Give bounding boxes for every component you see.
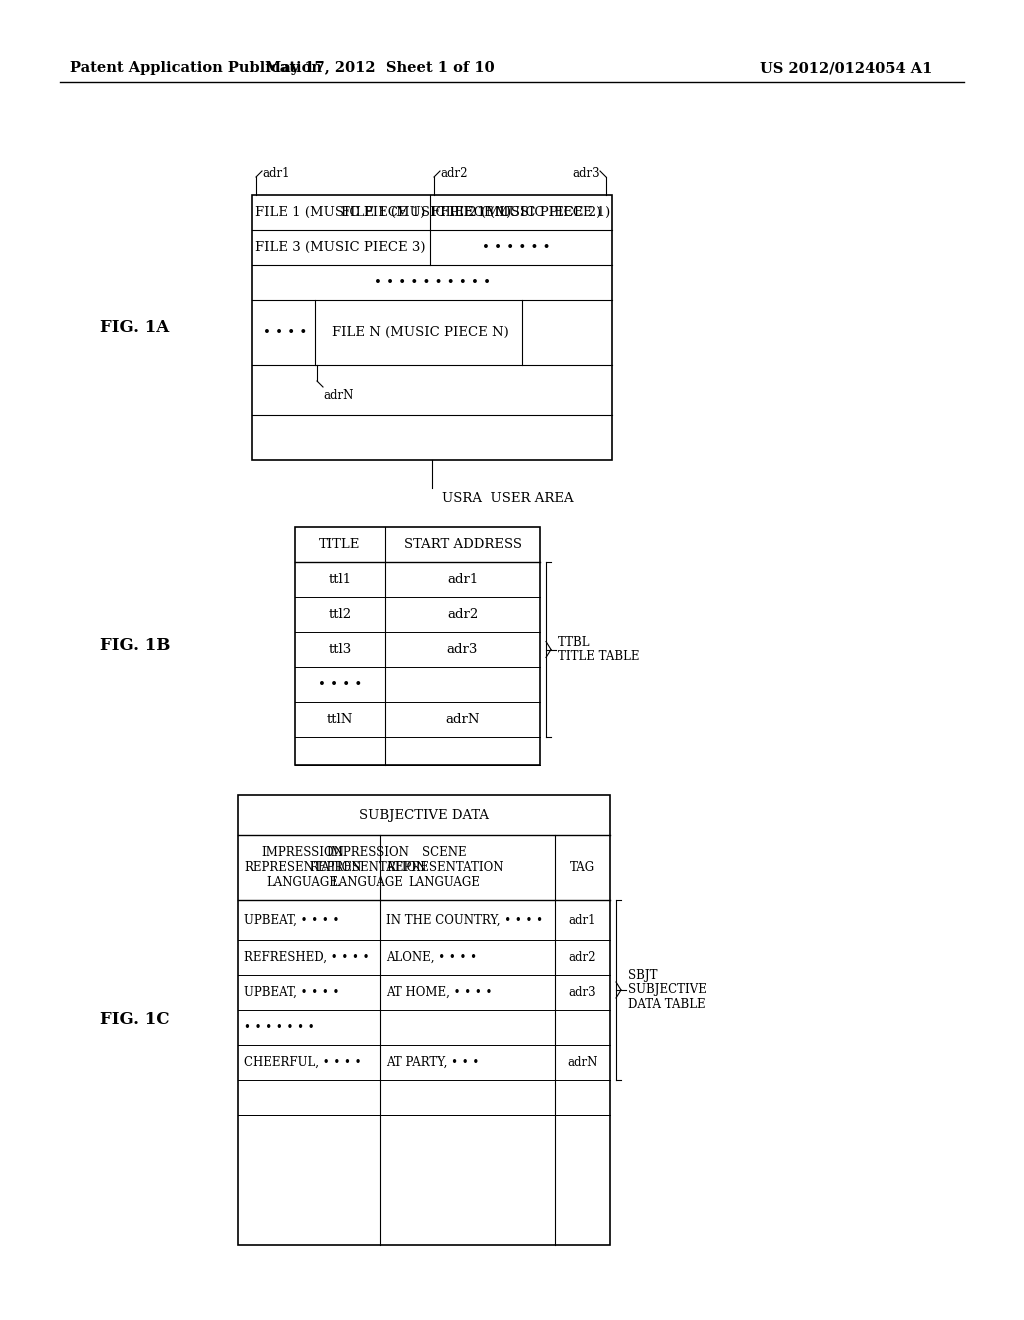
Text: adr3: adr3 bbox=[572, 168, 600, 180]
Text: SBJT
SUBJECTIVE
DATA TABLE: SBJT SUBJECTIVE DATA TABLE bbox=[628, 969, 707, 1011]
Text: adr1: adr1 bbox=[262, 168, 290, 180]
Text: adr3: adr3 bbox=[446, 643, 478, 656]
Text: • • • •: • • • • bbox=[263, 326, 307, 339]
Text: ttl1: ttl1 bbox=[329, 573, 351, 586]
Text: FIG. 1A: FIG. 1A bbox=[100, 319, 169, 337]
Text: TTBL
TITLE TABLE: TTBL TITLE TABLE bbox=[558, 635, 640, 664]
Text: IMPRESSION
REPRESENTATION
LANGUAGE: IMPRESSION REPRESENTATION LANGUAGE bbox=[309, 846, 427, 888]
Text: CHEERFUL, • • • •: CHEERFUL, • • • • bbox=[244, 1056, 361, 1069]
Text: FIG. 1C: FIG. 1C bbox=[100, 1011, 170, 1028]
Text: REFRESHED, • • • •: REFRESHED, • • • • bbox=[244, 950, 370, 964]
Text: FILE 3 (MUSIC PIECE 3): FILE 3 (MUSIC PIECE 3) bbox=[255, 242, 425, 253]
Text: AT PARTY, • • •: AT PARTY, • • • bbox=[386, 1056, 479, 1069]
Text: ALONE, • • • •: ALONE, • • • • bbox=[386, 950, 477, 964]
Text: FILE N (MUSIC PIECE N): FILE N (MUSIC PIECE N) bbox=[332, 326, 508, 339]
Bar bbox=[295, 527, 540, 766]
Text: • • • • • • • • • •: • • • • • • • • • • bbox=[374, 276, 490, 289]
Text: adrN: adrN bbox=[567, 1056, 598, 1069]
Text: START ADDRESS: START ADDRESS bbox=[403, 539, 521, 550]
Text: Patent Application Publication: Patent Application Publication bbox=[70, 61, 322, 75]
Text: IMPRESSION
REPRESENTATION
LANGUAGE: IMPRESSION REPRESENTATION LANGUAGE bbox=[244, 846, 361, 888]
Text: adrN: adrN bbox=[445, 713, 480, 726]
Text: FIG. 1B: FIG. 1B bbox=[100, 638, 170, 655]
Text: FILE 1 (MUSIC PIECE 1): FILE 1 (MUSIC PIECE 1) bbox=[341, 206, 511, 219]
Text: FILE 1 (MUSIC PIECE 1): FILE 1 (MUSIC PIECE 1) bbox=[255, 206, 425, 219]
Bar bbox=[238, 795, 610, 1245]
Text: SUBJECTIVE DATA: SUBJECTIVE DATA bbox=[359, 808, 489, 821]
Text: adr2: adr2 bbox=[446, 609, 478, 620]
Text: ttl3: ttl3 bbox=[329, 643, 351, 656]
Text: May 17, 2012  Sheet 1 of 10: May 17, 2012 Sheet 1 of 10 bbox=[265, 61, 495, 75]
Bar bbox=[252, 195, 612, 459]
Text: adrN: adrN bbox=[323, 389, 353, 403]
Text: USRA  USER AREA: USRA USER AREA bbox=[442, 492, 573, 506]
Text: ttl2: ttl2 bbox=[329, 609, 351, 620]
Text: • • • • • • •: • • • • • • • bbox=[244, 1020, 314, 1034]
Text: AT HOME, • • • •: AT HOME, • • • • bbox=[386, 986, 493, 999]
Text: FILE 1 (MUSIC PIECE 1): FILE 1 (MUSIC PIECE 1) bbox=[440, 206, 610, 219]
Text: adr3: adr3 bbox=[568, 986, 596, 999]
Text: ttlN: ttlN bbox=[327, 713, 353, 726]
Text: SCENE
REPRESENTATION
LANGUAGE: SCENE REPRESENTATION LANGUAGE bbox=[386, 846, 504, 888]
Text: IN THE COUNTRY, • • • •: IN THE COUNTRY, • • • • bbox=[386, 913, 543, 927]
Text: • • • • • •: • • • • • • bbox=[481, 242, 550, 253]
Text: adr1: adr1 bbox=[568, 913, 596, 927]
Text: TAG: TAG bbox=[570, 861, 595, 874]
Text: TITLE: TITLE bbox=[319, 539, 360, 550]
Text: UPBEAT, • • • •: UPBEAT, • • • • bbox=[244, 986, 339, 999]
Text: adr1: adr1 bbox=[446, 573, 478, 586]
Text: adr2: adr2 bbox=[568, 950, 596, 964]
Text: FILE 2 (MUSIC PIECE 2): FILE 2 (MUSIC PIECE 2) bbox=[431, 206, 601, 219]
Text: US 2012/0124054 A1: US 2012/0124054 A1 bbox=[760, 61, 933, 75]
Text: adr2: adr2 bbox=[440, 168, 468, 180]
Text: • • • •: • • • • bbox=[317, 678, 362, 690]
Text: UPBEAT, • • • •: UPBEAT, • • • • bbox=[244, 913, 339, 927]
